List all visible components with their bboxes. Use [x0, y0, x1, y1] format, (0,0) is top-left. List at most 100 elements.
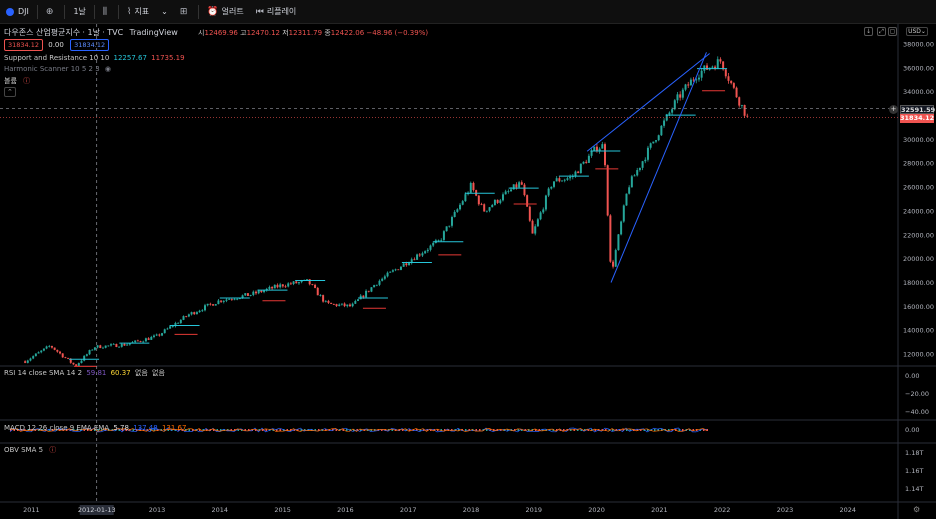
fullscreen-icon[interactable]: ▢ [888, 27, 897, 36]
candle-up [582, 161, 585, 164]
candle-up [695, 79, 698, 81]
candle-up [644, 159, 647, 162]
candle-up [26, 360, 29, 363]
obv-label: OBV SMA 5 [4, 446, 44, 454]
collapse-chevron-icon[interactable]: ⌃ [4, 87, 16, 97]
candle-up [40, 350, 43, 353]
low-label: 저 [282, 29, 289, 37]
macd-histogram-bar [41, 429, 43, 431]
candle-up [394, 269, 397, 271]
candle-up [340, 303, 343, 305]
candle-down [472, 182, 475, 191]
divider [118, 4, 120, 19]
bid-button[interactable]: 31834.12 [4, 39, 44, 51]
ohlc-values: 시12469.96 고12470.12 저12311.79 종12422.06 … [198, 29, 428, 37]
candle-up [161, 333, 164, 336]
error-icon[interactable]: ⓘ [23, 77, 31, 85]
candle-up [249, 294, 252, 296]
candle-up [402, 263, 405, 267]
candle-down [289, 283, 292, 285]
candle-down [72, 362, 75, 365]
macd-histogram-bar [402, 429, 404, 431]
macd-histogram-bar [24, 429, 26, 431]
indicators-button[interactable]: ⌇ 지표 [121, 0, 155, 24]
alert-button[interactable]: ⏰ 얼러트 [201, 0, 249, 24]
macd-histogram-bar [300, 429, 302, 431]
candle-down [335, 304, 338, 307]
macd-histogram-bar [517, 429, 519, 431]
chart-area[interactable]: 38000.0036000.0034000.0032000.0030000.00… [0, 24, 936, 519]
macd-histogram-bar [612, 429, 614, 431]
macd-histogram-bar [279, 429, 281, 431]
candle-down [61, 353, 64, 358]
candle-up [201, 310, 204, 312]
currency-select[interactable]: USD⌄ [906, 27, 928, 36]
candle-up [359, 295, 362, 300]
interval-button[interactable]: 1날 [67, 0, 91, 24]
add-alert-plus-icon[interactable]: + [889, 105, 898, 114]
time-tick-label: 2011 [23, 506, 40, 514]
macd-histogram-bar [381, 429, 383, 431]
candle-down [322, 295, 325, 302]
candle-up [663, 120, 666, 126]
candle-up [485, 210, 488, 212]
candle-up [273, 284, 276, 289]
candle-down [67, 357, 70, 359]
macd-histogram-bar [489, 429, 491, 431]
candle-down [332, 303, 335, 305]
candle-down [724, 69, 727, 77]
rsi-legend: RSI 14 close SMA 14 2 59.81 60.37 없음 없음 [4, 368, 165, 378]
error-icon[interactable]: ⓘ [49, 446, 57, 454]
candle-up [190, 312, 193, 315]
candle-up [416, 254, 419, 260]
candle-up [501, 194, 504, 201]
alarm-clock-icon: ⏰ [207, 6, 219, 17]
candle-up [365, 290, 368, 298]
eye-icon[interactable]: ◉ [104, 65, 112, 73]
macd-histogram-bar [325, 429, 327, 431]
scroll-down-icon[interactable]: ↓ [864, 27, 873, 36]
indicators-menu-button[interactable]: ⌄ [155, 0, 174, 24]
time-tick-label: 2020 [588, 506, 605, 514]
candle-down [692, 79, 695, 81]
macd-histogram-bar [643, 429, 645, 431]
candle-down [738, 97, 741, 106]
macd-histogram-bar [454, 429, 456, 431]
candle-up [252, 291, 255, 295]
candle-up [263, 290, 266, 293]
macd-histogram-bar [465, 429, 467, 431]
candle-down [743, 104, 746, 116]
macd-histogram-bar [563, 429, 565, 431]
candle-down [528, 206, 531, 221]
expand-icon[interactable]: ⤢ [877, 27, 886, 36]
candle-down [136, 340, 139, 342]
macd-histogram-bar [671, 429, 673, 431]
chart-type-button[interactable]: ⫼ [97, 0, 116, 24]
settings-gear-icon[interactable]: ⚙ [913, 505, 921, 514]
candle-down [496, 199, 499, 203]
candle-up [636, 170, 639, 176]
macd-value-2: 137.48 [133, 424, 158, 432]
macd-histogram-bar [682, 429, 684, 431]
candle-up [547, 188, 550, 196]
candle-up [83, 355, 86, 361]
add-symbol-button[interactable]: ⊕ [40, 0, 63, 24]
candle-up [279, 284, 282, 288]
templates-button[interactable]: ⊞ [174, 0, 197, 24]
candle-up [48, 346, 51, 347]
rsi-value-4: 없음 [152, 369, 165, 377]
candle-up [142, 341, 145, 343]
macd-histogram-bar [255, 429, 257, 431]
indicators-icon: ⌇ [127, 6, 132, 17]
candle-up [373, 285, 376, 288]
candle-down [480, 204, 483, 206]
candle-down [59, 351, 62, 354]
legend-platform: TradingView [129, 28, 178, 37]
symbol-search[interactable]: DJI [0, 0, 35, 24]
replay-button[interactable]: ⏮ 리플레이 [250, 0, 303, 24]
candle-up [93, 347, 96, 350]
ask-button[interactable]: 31834.12 [70, 39, 110, 51]
candle-up [660, 125, 663, 136]
macd-histogram-bar [87, 429, 89, 431]
legend-separator: · [102, 28, 108, 37]
